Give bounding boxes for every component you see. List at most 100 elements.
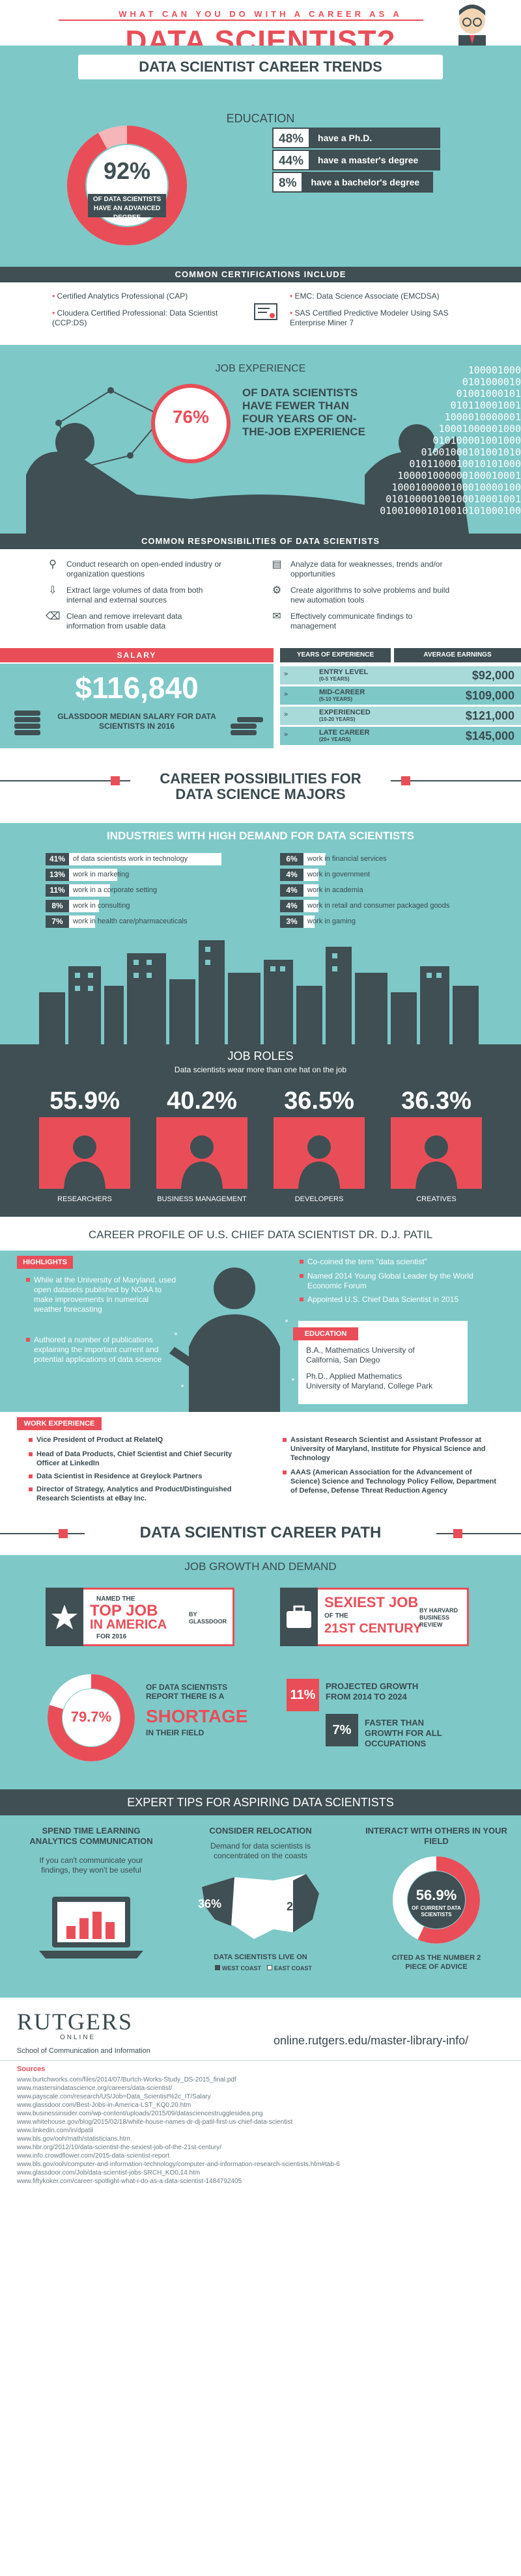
tips-section: SPEND TIME LEARNING ANALYTICS COMMUNICAT… xyxy=(0,1815,521,1998)
work-item: AAAS (American Association for the Advan… xyxy=(283,1468,499,1495)
possibilities-title: CAREER POSSIBILITIES FOR DATA SCIENCE MAJ… xyxy=(130,771,391,802)
binary-line: 01010000100100010001001 xyxy=(386,493,521,505)
header-question: WHAT CAN YOU DO WITH A CAREER AS A xyxy=(119,9,402,19)
dj-patil-portrait xyxy=(169,1268,294,1412)
binary-code-art: 100001000 0101000010 01001000101 0101100010… xyxy=(365,364,521,517)
sources-list: www.burtchworks.com/files/2014/07/Burtch… xyxy=(17,2076,512,2186)
rutgers-logo: RUTGERS xyxy=(17,2009,134,2035)
highlights-label: HIGHLIGHTS xyxy=(17,1256,73,1269)
industry-pct: 6% xyxy=(280,853,303,865)
faster-text: FASTER THAN GROWTH FOR ALL OCCUPATIONS xyxy=(365,1718,442,1748)
role-label: BUSINESS MANAGEMENT xyxy=(157,1195,247,1203)
industry-label: work in a corporate setting xyxy=(73,886,158,894)
of-the: OF THE xyxy=(324,1612,348,1620)
responsibility-item: ⚙ Create algorithms to solve problems and… xyxy=(272,586,453,605)
salary-level-row: » MID-CAREER (5-10 YEARS) $109,000 xyxy=(280,686,521,705)
for-year: FOR 2016 xyxy=(96,1633,127,1640)
source-item[interactable]: www.hbr.org/2012/10/data-scientist-the-s… xyxy=(17,2144,222,2151)
salary-level: LATE CAREER xyxy=(319,729,370,737)
master-library-link[interactable]: online.rutgers.edu/master-library-info/ xyxy=(274,2034,469,2047)
industry-pct: 4% xyxy=(280,900,303,912)
responsibility-item: ▤ Analyze data for weaknesses, trends and… xyxy=(272,560,453,579)
profile-section: CAREER PROFILE OF U.S. CHIEF DATA SCIENT… xyxy=(0,1217,521,1412)
education-label: EDUCATION xyxy=(226,112,295,125)
footer: RUTGERS ONLINE School of Communication a… xyxy=(0,1998,521,2576)
source-item[interactable]: www.whitehouse.gov/blog/2015/02/18/white… xyxy=(17,2119,292,2126)
experience-ring xyxy=(151,384,231,463)
binary-line: 1000010000001 xyxy=(444,411,521,423)
coins-icon xyxy=(14,711,40,735)
us-map-icon xyxy=(202,1874,319,1939)
source-item[interactable]: www.glassdoor.com/Job/data-scientist-job… xyxy=(17,2169,201,2176)
person-icon xyxy=(64,1135,106,1189)
tips-title: EXPERT TIPS FOR ASPIRING DATA SCIENTISTS xyxy=(127,1796,394,1809)
responsibilities-section: COMMON RESPONSIBILITIES OF DATA SCIENTIS… xyxy=(0,534,521,644)
salary-section: SALARY YEARS OF EXPERIENCE AVERAGE EARNI… xyxy=(0,644,521,752)
industry-row: 4% work in academia xyxy=(280,884,456,897)
industry-row: 6% work in financial services xyxy=(280,853,456,865)
east-pct: 29% xyxy=(287,1900,311,1913)
responsibilities-strip: COMMON RESPONSIBILITIES OF DATA SCIENTIS… xyxy=(0,534,521,549)
interact-pct: 56.9% xyxy=(415,1887,457,1903)
header: WHAT CAN YOU DO WITH A CAREER AS A DATA … xyxy=(0,0,521,58)
industry-pct: 4% xyxy=(280,869,303,881)
experience-illustration xyxy=(26,387,469,534)
experience-pct: 76% xyxy=(172,407,210,427)
industry-label: of data scientists work in technology xyxy=(73,855,188,863)
industry-label: work in retail and consumer packaged goo… xyxy=(307,902,450,910)
profile-title: CAREER PROFILE OF U.S. CHIEF DATA SCIENT… xyxy=(88,1228,433,1241)
salary-level: ENTRY LEVEL xyxy=(319,668,369,676)
century: 21ST CENTURY xyxy=(324,1621,422,1636)
chevron-icon: » xyxy=(284,711,289,718)
divider-marker xyxy=(111,776,120,785)
binary-line: 01001000101 xyxy=(456,388,521,400)
education-card-label: EDUCATION xyxy=(293,1327,358,1340)
earnings-header: AVERAGE EARNINGS xyxy=(394,648,521,662)
growth-text: PROJECTED GROWTH FROM 2014 TO 2024 xyxy=(326,1681,419,1702)
industry-label: work in financial services xyxy=(307,855,387,863)
degree-row: 48% have a Ph.D. xyxy=(272,128,441,148)
binary-line: 0101100010010101000 xyxy=(409,458,521,470)
source-item[interactable]: www.fiftykoker.com/career-spotlight-what… xyxy=(17,2178,242,2185)
salary-amount: $145,000 xyxy=(465,729,514,742)
cert-item: • EMC: Data Science Associate (EMCDSA) xyxy=(290,291,440,301)
source-item[interactable]: www.bls.gov/ooh/computer-and-information… xyxy=(17,2161,340,2168)
cited: CITED AS THE NUMBER 2 PIECE OF ADVICE xyxy=(391,1954,481,1971)
growth-title: JOB GROWTH AND DEMAND xyxy=(184,1560,337,1573)
degree-label: have a master's degree xyxy=(310,150,441,170)
source-item[interactable]: www.glassdoor.com/Best-Jobs-in-America-L… xyxy=(17,2102,191,2109)
gear-icon: ⚙ xyxy=(272,585,282,596)
legend-east: EAST COAST xyxy=(267,1965,312,1972)
degree-label: have a bachelor's degree xyxy=(303,172,434,193)
live-on: DATA SCIENTISTS LIVE ON xyxy=(214,1953,307,1961)
degree-pct: 44% xyxy=(272,150,311,170)
growth-pct: 11% xyxy=(287,1679,319,1711)
named-the: NAMED THE xyxy=(96,1595,135,1603)
cert-item: • Cloudera Certified Professional: Data … xyxy=(52,308,218,327)
person-icon xyxy=(298,1135,340,1189)
source-item[interactable]: www.payscale.com/research/US/Job=Data_Sc… xyxy=(17,2093,211,2100)
job-roles-section: JOB ROLES Data scientists wear more than… xyxy=(0,1044,521,1217)
role-card: 55.9% RESEARCHERS xyxy=(39,1081,130,1211)
industry-pct: 7% xyxy=(46,915,69,928)
source-item[interactable]: www.bls.gov/ooh/math/statisticians.htm xyxy=(17,2135,130,2143)
degree-label: have a Ph.D. xyxy=(310,128,441,148)
binary-line: 010010001010010101000100 xyxy=(380,505,521,517)
city-skyline xyxy=(39,940,479,1044)
certificate-icon xyxy=(254,303,277,320)
job-growth-section: JOB GROWTH AND DEMAND NAMED THE TOP JOB … xyxy=(0,1555,521,1789)
top-job: TOP JOB xyxy=(90,1602,158,1620)
binary-line: 1000100000100010000100 xyxy=(391,481,521,493)
faster-pct: 7% xyxy=(326,1714,358,1746)
source-item[interactable]: www.burtchworks.com/files/2014/07/Burtch… xyxy=(17,2076,236,2083)
chart-icon: ▤ xyxy=(272,559,282,570)
source-item[interactable]: www.businessinsider.com/wp-content/uploa… xyxy=(17,2110,263,2117)
sources-label: Sources xyxy=(17,2065,46,2073)
source-item[interactable]: www.info.crowdflower.com/2015-data-scien… xyxy=(17,2152,169,2160)
source-item[interactable]: www.mastersindatascience.org/careers/dat… xyxy=(17,2085,173,2092)
industry-row: 7% work in health care/pharmaceuticals xyxy=(46,915,221,928)
source-item[interactable]: www.linkedin.com/in/dpatil xyxy=(17,2127,93,2134)
binary-line: 10001000001000 xyxy=(438,423,521,435)
role-pct: 36.3% xyxy=(401,1087,472,1115)
